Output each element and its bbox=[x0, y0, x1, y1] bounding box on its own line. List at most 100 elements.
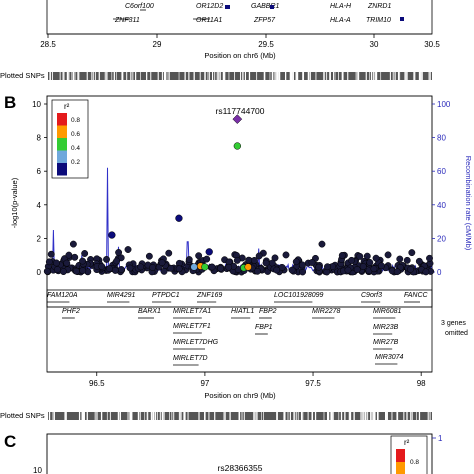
x-tick-label: 97 bbox=[200, 379, 209, 388]
snp-point bbox=[268, 259, 276, 267]
snp-point bbox=[185, 256, 193, 263]
legend-label: 0.2 bbox=[71, 159, 80, 166]
snp-point bbox=[278, 263, 286, 271]
plot-frame bbox=[46, 95, 433, 308]
x-axis-label: Position on chr6 (Mb) bbox=[204, 51, 276, 60]
snp-point bbox=[45, 258, 53, 266]
y2-axis-label: Recombination rate (cM/Mb) bbox=[464, 156, 473, 251]
snp-point bbox=[407, 265, 415, 273]
snp-point bbox=[195, 252, 203, 260]
y-axis-label: -log10(p-value) bbox=[10, 177, 19, 228]
snp-point bbox=[250, 256, 258, 264]
snp-point bbox=[338, 251, 346, 259]
lead-snp-label: rs117744700 bbox=[216, 106, 265, 116]
gene-label: MIR23B bbox=[373, 324, 399, 331]
snp-point bbox=[103, 255, 110, 263]
y2-tick-label: 40 bbox=[437, 201, 446, 210]
legend-swatch bbox=[57, 113, 67, 126]
snp-point bbox=[315, 263, 323, 271]
snp-point bbox=[71, 253, 79, 261]
panel-c: C 1 10 rs28366355 r² 0.8 bbox=[4, 432, 443, 474]
snp-point bbox=[106, 265, 113, 273]
snp-point bbox=[81, 250, 89, 257]
y-tick-label: 8 bbox=[37, 134, 42, 143]
x-axis-label: Position on chr9 (Mb) bbox=[204, 391, 276, 400]
snp-track-ticks bbox=[48, 412, 431, 420]
snp-point bbox=[208, 263, 216, 271]
snp-point bbox=[160, 267, 168, 275]
snp-point bbox=[201, 263, 209, 271]
snp-point bbox=[43, 267, 51, 275]
snp-point bbox=[79, 257, 86, 265]
legend-swatch bbox=[57, 163, 67, 176]
snp-point bbox=[372, 254, 380, 262]
snp-point bbox=[298, 261, 306, 269]
plotted-snps-label: Plotted SNPs bbox=[0, 71, 45, 80]
snp-point bbox=[63, 259, 71, 267]
gene-label: MIR27B bbox=[373, 339, 399, 346]
gene-label: HIATL1 bbox=[231, 308, 254, 315]
genes-omitted-line1: 3 genes bbox=[441, 320, 466, 327]
gene-label: ZNF311 bbox=[114, 17, 140, 24]
snp-point bbox=[384, 251, 392, 259]
snp-point bbox=[225, 263, 233, 271]
snp-point bbox=[190, 263, 198, 271]
gene-label: ZFP57 bbox=[253, 17, 276, 24]
gene-label: PHF2 bbox=[62, 308, 80, 315]
snp-point bbox=[205, 248, 213, 256]
snp-point bbox=[79, 267, 87, 275]
snp-point bbox=[158, 259, 166, 267]
snp-point bbox=[72, 267, 80, 275]
snp-point bbox=[344, 266, 352, 274]
panel-label: C bbox=[4, 432, 16, 451]
genes-omitted-note: 3 genes omitted bbox=[441, 320, 468, 337]
panel-a-genes: C6orf100 OR12D2 GABBR1 HLA-H ZNRD1 ZNF31… bbox=[113, 3, 404, 24]
y-axis: 0 2 4 6 8 10 bbox=[32, 100, 47, 277]
snp-point bbox=[108, 231, 116, 239]
x-tick-label: 29 bbox=[153, 40, 162, 49]
snp-points-layer bbox=[43, 114, 435, 276]
x-tick-label: 30 bbox=[370, 40, 379, 49]
legend-title: r² bbox=[404, 438, 410, 447]
snp-point bbox=[318, 240, 326, 248]
r2-legend: r² 0.8 0.6 0.4 0.2 bbox=[51, 99, 89, 179]
snp-point bbox=[403, 256, 411, 264]
snp-point bbox=[65, 251, 73, 259]
gene-label: HLA-H bbox=[330, 3, 352, 10]
lead-snp-label: rs28366355 bbox=[218, 463, 263, 473]
gene-label: OR12D2 bbox=[196, 3, 223, 10]
gene-label: C6orf100 bbox=[125, 3, 154, 10]
snp-track-ticks bbox=[49, 72, 431, 80]
snp-point bbox=[117, 266, 125, 273]
legend-swatch bbox=[396, 449, 405, 462]
gene-label: PTPDC1 bbox=[152, 292, 180, 299]
legend-swatch bbox=[57, 125, 67, 138]
legend-swatch bbox=[396, 462, 405, 474]
snp-point bbox=[124, 246, 132, 253]
snp-point bbox=[370, 265, 378, 273]
x-tick-label: 98 bbox=[417, 379, 426, 388]
snp-point bbox=[203, 255, 211, 263]
snp-point bbox=[308, 259, 316, 266]
gene-label: ZNRD1 bbox=[367, 3, 391, 10]
snp-point bbox=[98, 262, 106, 270]
snp-point bbox=[115, 249, 123, 256]
snp-point bbox=[292, 258, 300, 266]
snp-point bbox=[353, 266, 361, 274]
snp-point bbox=[323, 263, 331, 271]
gene-label: BARX1 bbox=[138, 308, 161, 315]
y2-tick-label: 60 bbox=[437, 167, 446, 176]
snp-point bbox=[415, 257, 423, 265]
snp-point bbox=[348, 256, 355, 264]
gene-label: ZNF169 bbox=[196, 292, 222, 299]
snp-point bbox=[113, 257, 121, 265]
snp-point bbox=[69, 240, 77, 248]
snp-point bbox=[53, 259, 60, 267]
snp-point bbox=[378, 262, 385, 270]
x-tick-label: 29.5 bbox=[258, 40, 274, 49]
snp-point bbox=[288, 266, 296, 274]
gene-track: FAM120A MIR4291 PTPDC1 ZNF169 LOC101928099 C9… bbox=[47, 292, 429, 366]
legend-swatch bbox=[57, 138, 67, 151]
genes-omitted-line2: omitted bbox=[445, 330, 468, 337]
y-tick-label: 4 bbox=[37, 201, 42, 210]
